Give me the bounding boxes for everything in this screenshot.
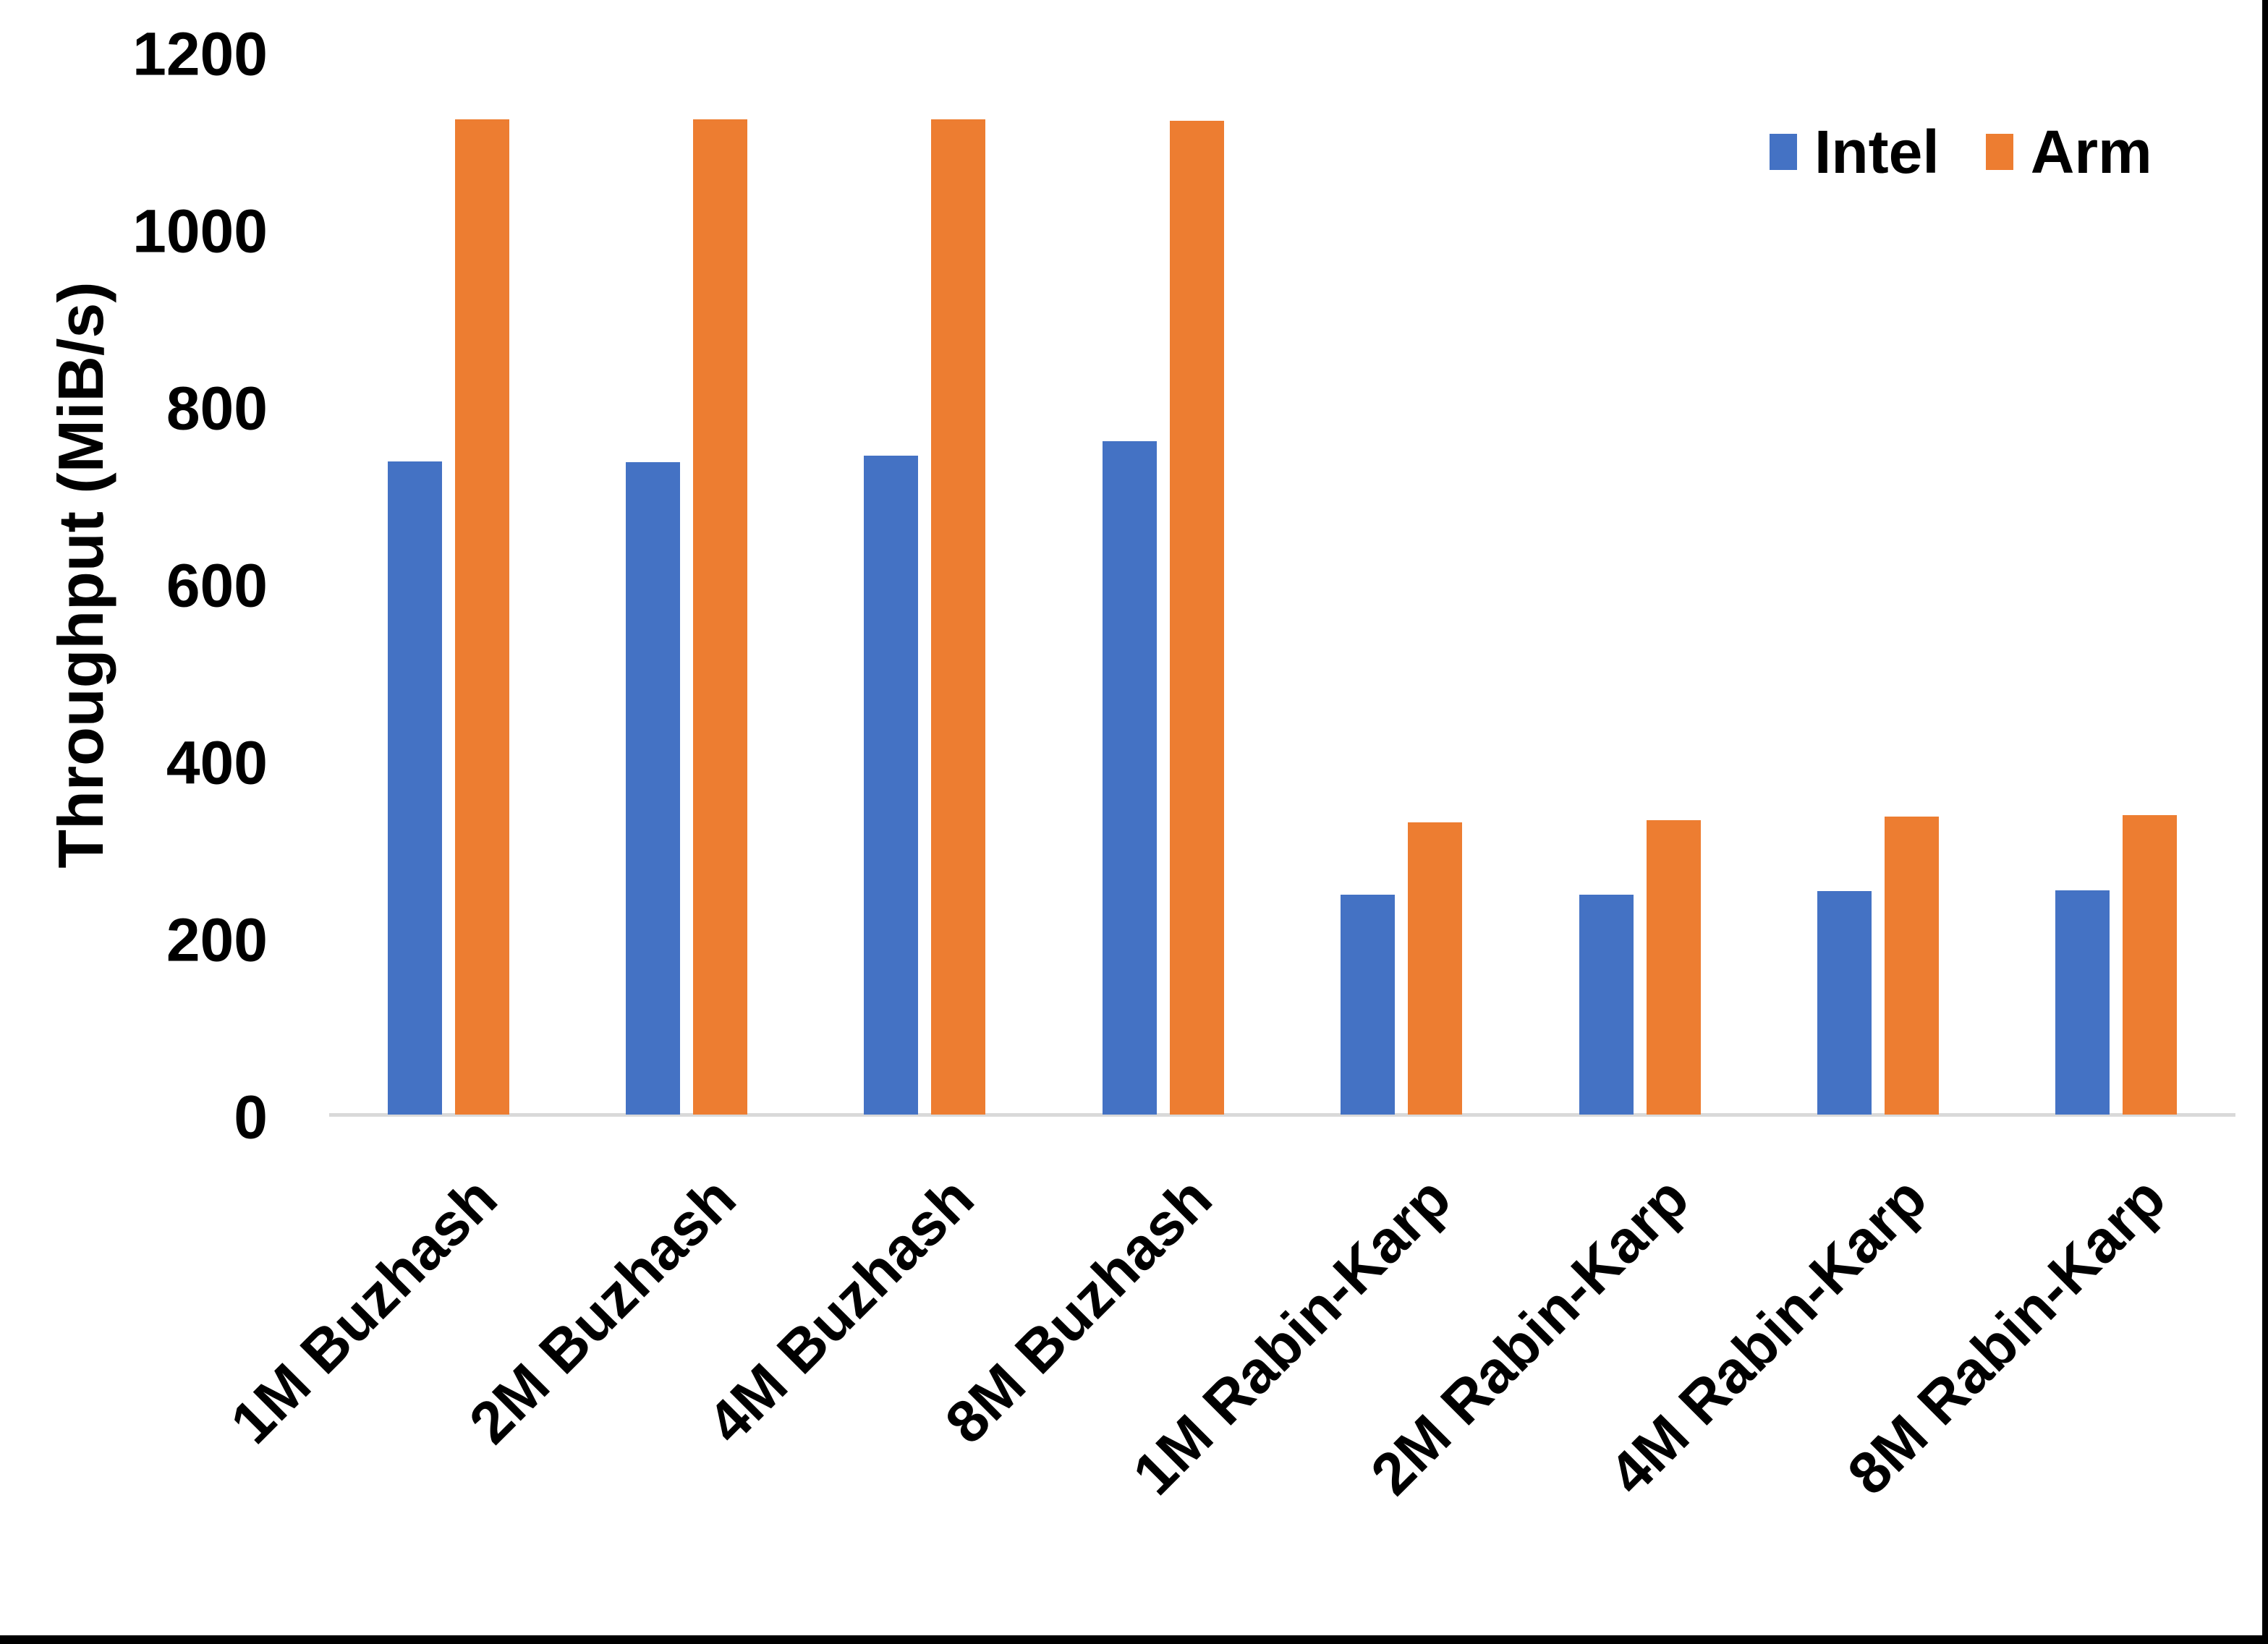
bar-intel-1m-rabin-karp bbox=[1341, 895, 1396, 1115]
bar-arm-4m-buzhash bbox=[931, 119, 986, 1115]
legend-label-arm: Arm bbox=[2030, 118, 2152, 186]
legend-swatch-intel bbox=[1770, 134, 1797, 170]
bar-intel-1m-buzhash bbox=[387, 461, 442, 1115]
bar-intel-4m-rabin-karp bbox=[1817, 891, 1872, 1115]
legend-item-intel: Intel bbox=[1770, 122, 1940, 182]
bar-intel-8m-buzhash bbox=[1102, 441, 1157, 1115]
legend-label-intel: Intel bbox=[1814, 118, 1940, 186]
y-tick-label: 800 bbox=[166, 374, 268, 443]
y-tick-label: 1000 bbox=[132, 197, 268, 265]
bar-arm-8m-rabin-karp bbox=[2123, 815, 2178, 1115]
bar-arm-8m-buzhash bbox=[1169, 121, 1224, 1115]
y-tick-label: 400 bbox=[166, 728, 268, 797]
bar-intel-8m-rabin-karp bbox=[2055, 890, 2110, 1115]
bar-intel-4m-buzhash bbox=[864, 456, 919, 1115]
bar-arm-2m-buzhash bbox=[693, 119, 748, 1115]
y-axis-tick-labels: 0 200 400 600 800 1000 1200 bbox=[0, 0, 311, 1644]
legend-item-arm: Arm bbox=[1985, 118, 2152, 186]
y-tick-label: 0 bbox=[234, 1083, 268, 1151]
x-axis-line bbox=[329, 1113, 2235, 1117]
bar-arm-1m-rabin-karp bbox=[1408, 822, 1463, 1115]
legend-swatch-arm bbox=[1985, 134, 2013, 170]
y-tick-label: 1200 bbox=[132, 20, 268, 88]
bar-intel-2m-rabin-karp bbox=[1579, 895, 1634, 1115]
bar-arm-4m-rabin-karp bbox=[1884, 817, 1939, 1115]
bar-arm-2m-rabin-karp bbox=[1646, 820, 1701, 1115]
bar-arm-1m-buzhash bbox=[454, 119, 509, 1115]
legend: Intel Arm bbox=[1770, 122, 2152, 182]
y-tick-label: 600 bbox=[166, 551, 268, 620]
screen-edge-bottom bbox=[0, 1635, 2268, 1644]
screen-edge-right bbox=[2262, 0, 2268, 1644]
y-tick-label: 200 bbox=[166, 906, 268, 974]
bar-intel-2m-buzhash bbox=[626, 462, 681, 1115]
